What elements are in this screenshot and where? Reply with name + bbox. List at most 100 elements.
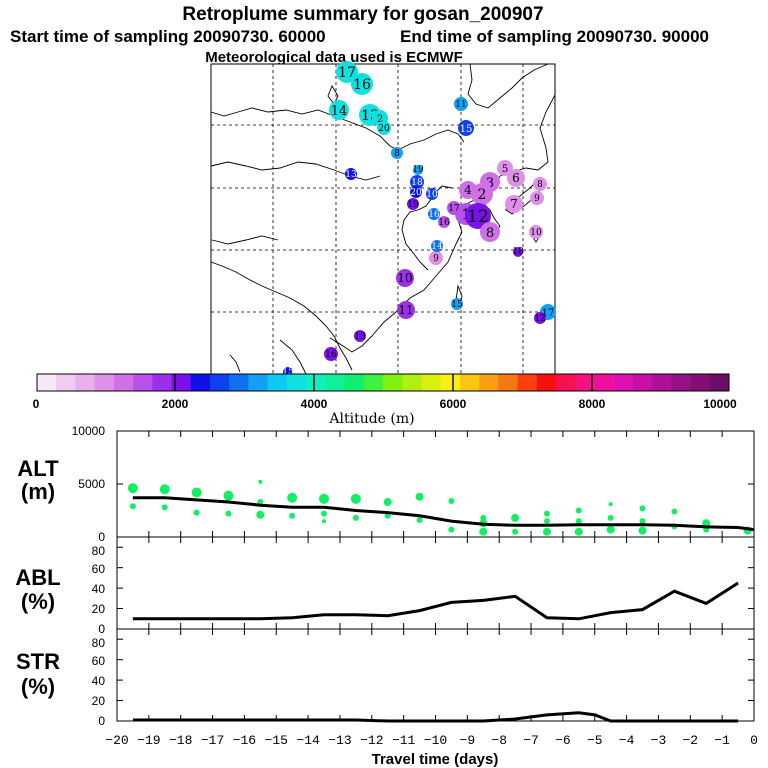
map-plume-marker [505,195,523,213]
map-plume-marker-label: 13 [354,332,366,342]
colorbar-cell [671,374,691,391]
map-plume-marker-label: 11 [455,100,466,110]
x-tick-label: −7 [523,733,539,748]
alt-point [223,490,234,501]
x-tick-label: −6 [555,733,571,748]
map-plume-markers: 1716141322011158191820104356211278109981… [282,61,556,377]
map-plume-marker [534,312,546,324]
map-plume-marker [451,298,463,310]
x-tick-label: −18 [169,733,192,748]
colorbar-cell [536,374,557,391]
colorbar-cell [709,374,730,391]
alt-point [543,518,550,525]
map-plume-marker [530,191,544,205]
alt-point [256,510,265,519]
map-plume-marker-label: 20 [378,124,390,134]
map-plume-marker [529,225,543,239]
map-plume-marker-label: 19 [412,165,424,175]
map-plume-marker-label: 13 [345,170,357,180]
map-panel: 1716141322011158191820104356211278109981… [210,61,556,377]
map-plume-marker [377,121,391,135]
altitude-colorbar: 0 2000 4000 6000 8000 10000 Altitude (m) [33,373,737,427]
alt-y-tick-label: 5000 [78,477,105,491]
str-line [132,711,739,723]
colorbar-cell [632,374,653,391]
alt-panel-label: ALT [17,456,59,481]
alt-point [574,527,583,536]
x-tick-label: −16 [233,733,256,748]
map-plume-marker [407,198,419,210]
map-plume-marker-label: 17 [338,65,356,81]
map-plume-marker [428,208,440,220]
x-tick-label: −9 [460,733,476,748]
str-panel: 0 20 40 60 80 [92,628,755,728]
str-y-tick-label: 20 [92,694,106,708]
map-plume-marker-label: 9 [534,194,540,204]
map-plume-marker [458,120,474,136]
colorbar-tick-label: 10000 [703,397,737,411]
map-plume-marker [447,201,461,215]
colorbar-cell [440,374,461,391]
alt-point [319,493,330,504]
colorbar-cell [190,374,211,391]
map-plume-marker [354,330,366,342]
abl-y-tick-label: 40 [92,582,106,596]
map-plume-marker-label: 8 [486,226,494,241]
map-plume-marker [391,147,403,159]
map-plume-marker [426,188,438,200]
str-y-tick-label: 60 [92,654,106,668]
x-tick-label: −3 [651,733,667,748]
colorbar-cell [133,374,153,391]
map-plume-marker-label: 5 [502,164,508,175]
map-plume-marker-label: 8 [537,180,543,190]
alt-panel: 10000 5000 0 [72,424,755,544]
map-plume-marker [465,203,491,229]
x-tick-label: −1 [714,733,730,748]
colorbar-cell [75,374,95,391]
alt-point [480,514,487,521]
alt-point [479,527,488,536]
map-plume-marker [533,177,547,191]
map-plume-marker-label: 17 [448,204,460,214]
colorbar-tick-label: 0 [33,397,40,411]
alt-point [225,510,232,517]
x-tick-label: −2 [682,733,698,748]
alt-point [448,497,455,504]
alt-point [287,492,298,503]
map-plume-marker-label: 16 [438,218,450,228]
map-plume-marker [336,61,358,83]
alt-point [384,512,391,519]
colorbar-cell [652,374,672,391]
colorbar-cell [402,374,422,391]
map-plume-marker-label: 10 [530,228,542,238]
map-plume-marker-label: 15 [451,300,463,310]
map-plume-marker-label: 14 [331,104,348,119]
abl-panel-unit: (%) [21,589,55,614]
colorbar-cell [517,374,538,391]
colorbar-cell [459,374,480,391]
alt-point [575,507,582,514]
map-plume-marker-label: 17 [542,308,555,319]
map-plume-marker [497,160,513,176]
colorbar-cell [344,374,365,391]
map-plume-marker-label: 20 [410,188,422,198]
x-tick-label: −8 [491,733,507,748]
alt-point [702,519,711,528]
x-tick-label: −11 [392,733,416,748]
colorbar-cell [575,374,595,391]
map-plume-marker [345,168,357,180]
map-plume-marker-label: 16 [353,77,371,93]
alt-y-tick-label: 10000 [72,424,106,438]
map-plume-marker-label: 18 [411,178,423,188]
alt-point [606,525,615,534]
x-tick-label: −17 [201,733,224,748]
alt-point [639,518,646,525]
abl-line [132,581,739,621]
figure-title: Retroplume summary for gosan_200907 [182,4,543,25]
str-panel-label: STR [16,649,60,674]
colorbar-cell [421,374,441,391]
alt-point [542,527,551,536]
str-y-tick-label: 0 [98,714,105,728]
map-plume-marker [351,73,373,95]
colorbar-cell [37,374,57,391]
